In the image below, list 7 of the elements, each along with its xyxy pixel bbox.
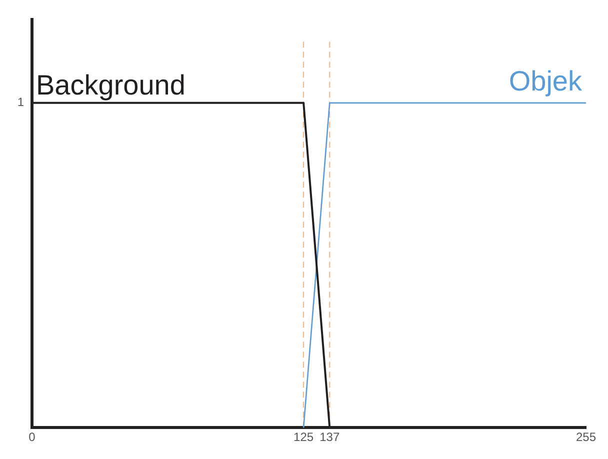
series-label: Background [36,70,186,101]
x-tick-label: 255 [576,430,596,444]
x-tick-label: 137 [320,430,340,444]
series-label: Objek [508,66,583,97]
x-tick-label: 125 [294,430,314,444]
x-tick-label: 0 [28,430,36,444]
text: 1 [17,95,24,110]
